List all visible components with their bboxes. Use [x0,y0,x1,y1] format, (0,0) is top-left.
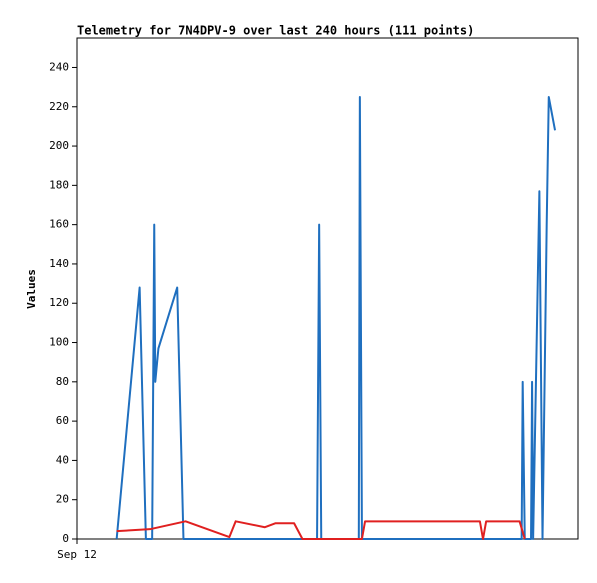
x-tick-label: Sep 12 [57,548,97,561]
y-tick-label: 140 [49,257,69,270]
y-axis-label: Values [25,269,38,309]
y-tick-label: 180 [49,178,69,191]
y-tick-label: 80 [56,375,69,388]
series-line [116,520,526,540]
y-tick-label: 160 [49,218,69,231]
y-tick-label: 0 [62,532,69,545]
series-line [115,95,557,540]
chart-title: Telemetry for 7N4DPV-9 over last 240 hou… [77,24,474,38]
y-tick-label: 120 [49,296,69,309]
y-tick-label: 100 [49,336,69,349]
y-tick-label: 240 [49,60,69,73]
y-tick-label: 60 [56,414,69,427]
y-tick-label: 20 [56,493,69,506]
y-tick-label: 220 [49,100,69,113]
y-tick-label: 40 [56,453,69,466]
y-tick-label: 200 [49,139,69,152]
